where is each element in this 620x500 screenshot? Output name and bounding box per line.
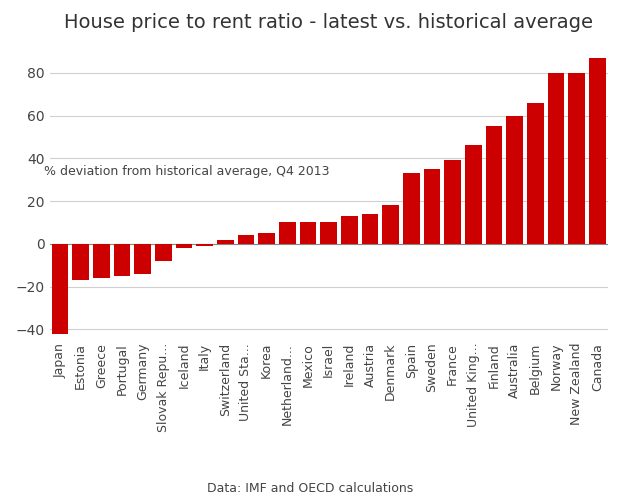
Bar: [569, 73, 585, 244]
Bar: [155, 244, 172, 261]
Bar: [507, 116, 523, 244]
Text: % deviation from historical average, Q4 2013: % deviation from historical average, Q4 …: [44, 166, 329, 178]
Bar: [299, 222, 316, 244]
Bar: [217, 240, 234, 244]
Bar: [73, 244, 89, 280]
Bar: [113, 244, 130, 276]
Bar: [259, 233, 275, 244]
Bar: [527, 102, 544, 244]
Bar: [547, 73, 564, 244]
Text: Data: IMF and OECD calculations: Data: IMF and OECD calculations: [207, 482, 413, 495]
Bar: [279, 222, 296, 244]
Bar: [465, 146, 482, 244]
Bar: [423, 169, 440, 244]
Bar: [175, 244, 192, 248]
Title: House price to rent ratio - latest vs. historical average: House price to rent ratio - latest vs. h…: [64, 14, 593, 32]
Bar: [445, 160, 461, 244]
Bar: [197, 244, 213, 246]
Bar: [51, 244, 68, 334]
Bar: [237, 236, 254, 244]
Bar: [135, 244, 151, 274]
Bar: [589, 58, 606, 244]
Bar: [321, 222, 337, 244]
Bar: [383, 206, 399, 244]
Bar: [361, 214, 378, 244]
Bar: [485, 126, 502, 244]
Bar: [341, 216, 358, 244]
Bar: [403, 174, 420, 244]
Bar: [93, 244, 110, 278]
